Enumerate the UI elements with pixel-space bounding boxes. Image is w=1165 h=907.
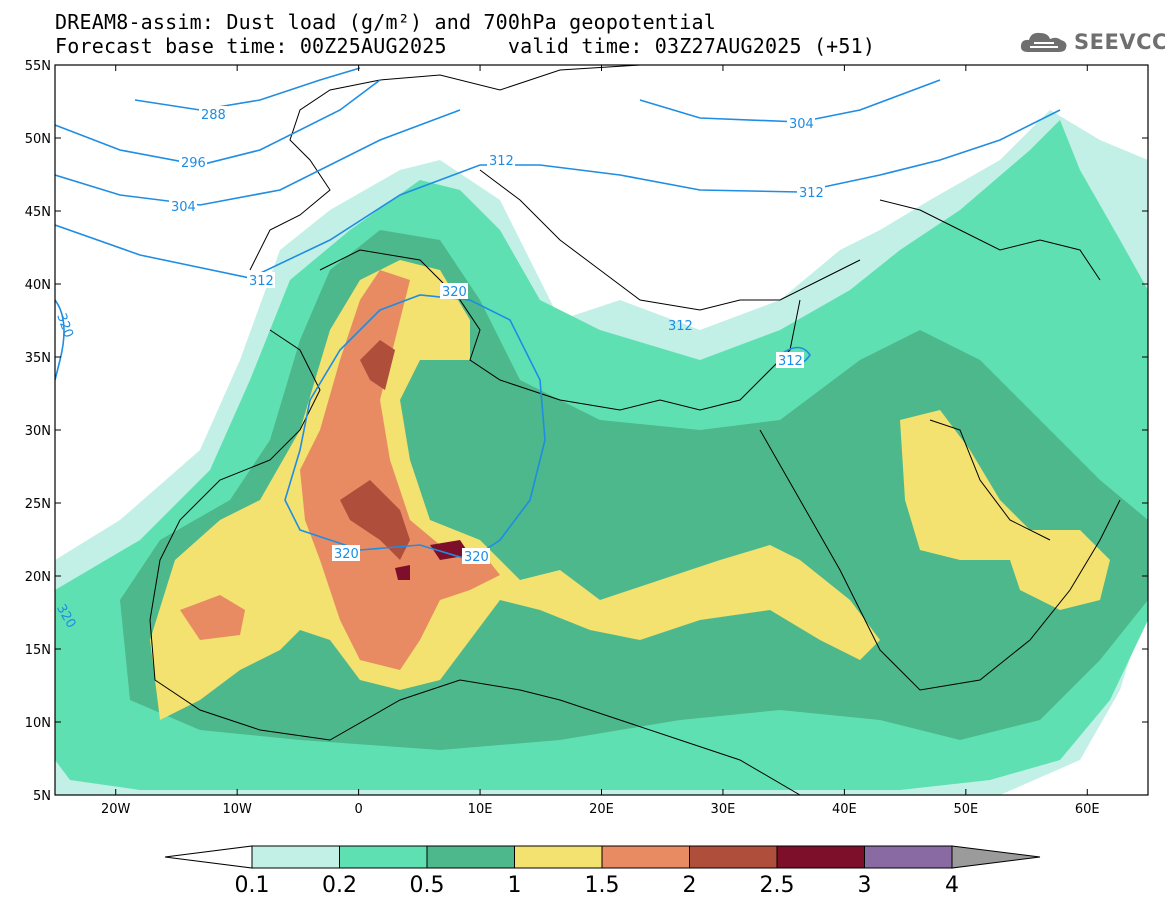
colorbar-segment xyxy=(339,845,428,869)
colorbar-level-label: 3 xyxy=(858,873,872,898)
colorbar-level-label: 1 xyxy=(508,873,522,898)
lat-tick-label: 15N xyxy=(25,643,51,658)
lat-tick-label: 45N xyxy=(25,205,51,220)
lat-tick-label: 50N xyxy=(25,132,51,147)
contour-label-296: 296 xyxy=(181,156,206,171)
colorbar-level-label: 0.5 xyxy=(410,873,445,898)
contour-label-320-north: 320 xyxy=(442,285,467,300)
colorbar-segment xyxy=(864,845,953,869)
colorbar-segment xyxy=(776,845,865,869)
lat-tick-label: 55N xyxy=(25,59,51,74)
contour-label-320-se: 320 xyxy=(464,550,489,565)
latitude-axis: 55N 50N 45N 40N 35N 30N 25N 20N 15N 10N 5N xyxy=(25,59,1148,804)
dust-band-1.5-west xyxy=(180,595,245,640)
lon-tick-label: 20E xyxy=(589,802,614,817)
colorbar-segment xyxy=(251,845,340,869)
lat-tick-label: 20N xyxy=(25,570,51,585)
map-subtitle-times: Forecast base time: 00Z25AUG2025 valid t… xyxy=(55,34,876,58)
lon-tick-label: 60E xyxy=(1075,802,1100,817)
lat-tick-label: 25N xyxy=(25,497,51,512)
map-title: DREAM8-assim: Dust load (g/m²) and 700hP… xyxy=(55,10,717,34)
contour-label-304: 304 xyxy=(171,200,196,215)
colorbar-level-label: 4 xyxy=(945,873,959,898)
dust-band-1.5 xyxy=(300,270,500,670)
dust-band-2.5 xyxy=(395,540,470,580)
lat-tick-label: 10N xyxy=(25,716,51,731)
logo-text: SEEVCCC xyxy=(1074,30,1165,54)
lat-tick-label: 35N xyxy=(25,351,51,366)
colorbar-under-triangle xyxy=(164,845,253,869)
seevccc-logo: SEEVCCC xyxy=(1018,28,1165,56)
lat-tick-label: 30N xyxy=(25,424,51,439)
contour-label-312-aegean: 312 xyxy=(668,319,693,334)
lon-tick-label: 50E xyxy=(953,802,978,817)
colorbar-level-label: 2 xyxy=(683,873,697,898)
longitude-axis: 20W 10W 0 10E 20E 30E 40E 50E 60E xyxy=(101,65,1100,817)
colorbar-level-label: 0.2 xyxy=(322,873,357,898)
contour-label-304-east: 304 xyxy=(789,117,814,132)
colorbar-segment xyxy=(514,845,603,869)
dust-load-colorbar: 0.1 0.2 0.5 1 1.5 2 2.5 3 4 xyxy=(164,845,1041,898)
contour-label-320-sw: 320 xyxy=(334,547,359,562)
geopotential-contours xyxy=(55,67,1061,561)
dust-load-field xyxy=(55,110,1148,795)
lat-tick-label: 5N xyxy=(33,789,51,804)
lon-tick-label: 10E xyxy=(468,802,493,817)
lat-tick-label: 40N xyxy=(25,278,51,293)
coastlines xyxy=(149,65,1121,795)
contour-label-288: 288 xyxy=(201,108,226,123)
lon-tick-label: 30E xyxy=(711,802,736,817)
cloud-icon xyxy=(1020,32,1067,52)
contour-label-320-west-edge: 320 xyxy=(53,311,76,339)
lon-tick-label: 20W xyxy=(101,802,131,817)
colorbar-level-label: 0.1 xyxy=(235,873,270,898)
map-plot-area: 288 296 304 312 320 320 320 304 312 312 … xyxy=(53,65,1148,795)
lon-tick-label: 40E xyxy=(832,802,857,817)
contour-labels: 288 296 304 312 320 320 320 304 312 312 … xyxy=(53,106,825,631)
colorbar-segment xyxy=(426,845,515,869)
colorbar-level-label: 2.5 xyxy=(760,873,795,898)
contour-label-312-west: 312 xyxy=(249,274,274,289)
dust-band-2 xyxy=(340,340,410,560)
contour-label-312-central: 312 xyxy=(489,154,514,169)
dust-band-1-gulf xyxy=(900,410,1110,610)
contour-label-312-levant: 312 xyxy=(778,354,803,369)
lon-tick-label: 10W xyxy=(222,802,252,817)
dust-band-1 xyxy=(150,260,880,720)
lon-tick-label: 0 xyxy=(354,802,362,817)
colorbar-over-triangle xyxy=(951,845,1041,869)
colorbar-level-label: 1.5 xyxy=(585,873,620,898)
contour-label-312-east: 312 xyxy=(799,186,824,201)
colorbar-segment xyxy=(601,845,690,869)
colorbar-segment xyxy=(689,845,778,869)
